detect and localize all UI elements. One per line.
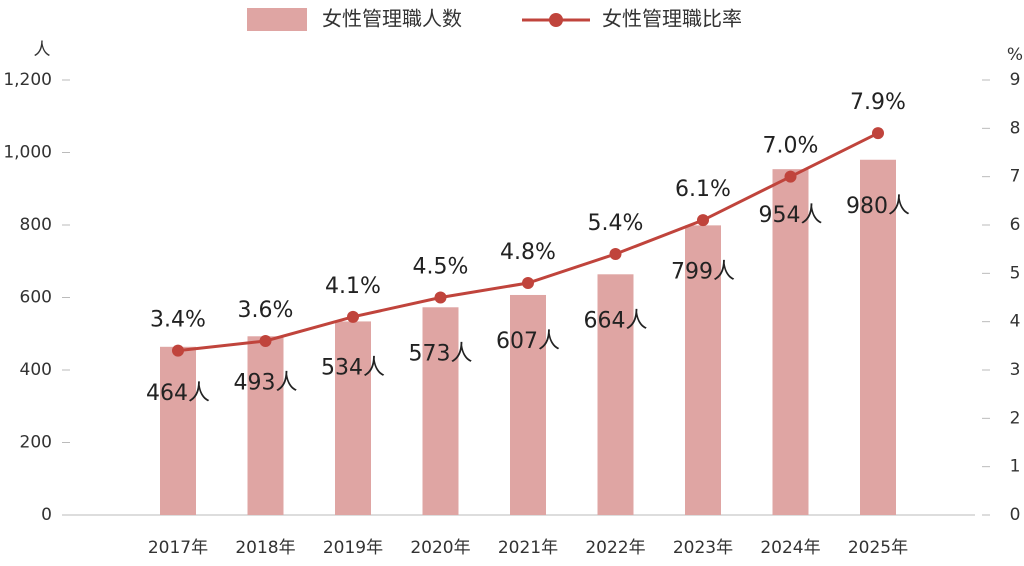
y2-tick-label: 3	[1010, 360, 1021, 380]
y-tick-label: 600	[20, 288, 52, 308]
data-label: 3.4%	[150, 308, 206, 333]
y2-tick-label: 8	[1010, 118, 1021, 138]
data-label: 7.0%	[763, 134, 819, 159]
data-label: 573人	[409, 341, 473, 366]
y-axis-title: 人	[34, 40, 51, 60]
data-label: 5.4%	[588, 211, 644, 236]
point	[872, 127, 884, 140]
bar	[860, 159, 896, 515]
x-tick-label: 2020年	[410, 538, 470, 558]
y-tick-label: 200	[20, 433, 52, 453]
point	[434, 291, 447, 304]
bar	[685, 225, 721, 516]
y-tick-label: 0	[41, 505, 52, 525]
data-label: 980人	[846, 194, 910, 219]
legend-label: 女性管理職人数	[322, 7, 462, 31]
data-label: 7.9%	[850, 90, 906, 115]
point	[609, 248, 622, 260]
data-label: 6.1%	[675, 177, 731, 202]
y-tick-label: 1,000	[3, 143, 52, 163]
data-label: 664人	[584, 308, 648, 333]
y2-tick-label: 9	[1010, 70, 1021, 90]
point	[522, 277, 534, 289]
x-tick-label: 2021年	[498, 538, 558, 558]
y2-tick-label: 4	[1010, 312, 1021, 332]
y2-tick-label: 0	[1010, 505, 1021, 525]
data-label: 4.5%	[413, 255, 469, 280]
point	[172, 344, 184, 357]
bar	[160, 346, 196, 515]
x-tick-label: 2019年	[323, 538, 383, 558]
bar	[772, 169, 809, 516]
y-tick-label: 400	[20, 360, 52, 380]
legend-label: 女性管理職比率	[602, 7, 742, 31]
legend-swatch	[549, 13, 563, 27]
y-tick-label: 1,200	[3, 70, 52, 90]
bar	[422, 307, 459, 515]
y2-tick-label: 2	[1010, 408, 1021, 428]
x-tick-label: 2022年	[585, 538, 645, 558]
data-label: 493人	[234, 370, 298, 395]
x-tick-label: 2017年	[148, 538, 208, 558]
bar	[335, 321, 371, 515]
point	[697, 214, 709, 227]
data-label: 534人	[321, 355, 385, 380]
y-tick-label: 800	[20, 215, 52, 235]
bar	[597, 274, 634, 515]
data-label: 4.1%	[325, 274, 381, 299]
point	[259, 335, 272, 347]
y2-tick-label: 7	[1010, 167, 1021, 187]
y2-axis-title: %	[1007, 45, 1023, 65]
data-label: 464人	[146, 381, 210, 406]
data-label: 4.8%	[500, 240, 556, 265]
data-label: 954人	[759, 203, 823, 228]
y2-tick-label: 1	[1010, 457, 1021, 477]
data-label: 799人	[671, 259, 735, 284]
data-label: 3.6%	[238, 298, 294, 323]
point	[784, 170, 797, 183]
x-tick-label: 2023年	[673, 538, 733, 558]
x-tick-label: 2024年	[760, 538, 820, 558]
y2-tick-label: 6	[1010, 215, 1021, 235]
point	[347, 310, 359, 323]
x-tick-label: 2025年	[848, 538, 908, 558]
data-label: 607人	[496, 329, 560, 354]
bar	[510, 294, 546, 515]
bar	[247, 336, 284, 515]
legend-swatch	[247, 8, 307, 31]
y2-tick-label: 5	[1010, 263, 1021, 283]
x-tick-label: 2018年	[235, 538, 295, 558]
